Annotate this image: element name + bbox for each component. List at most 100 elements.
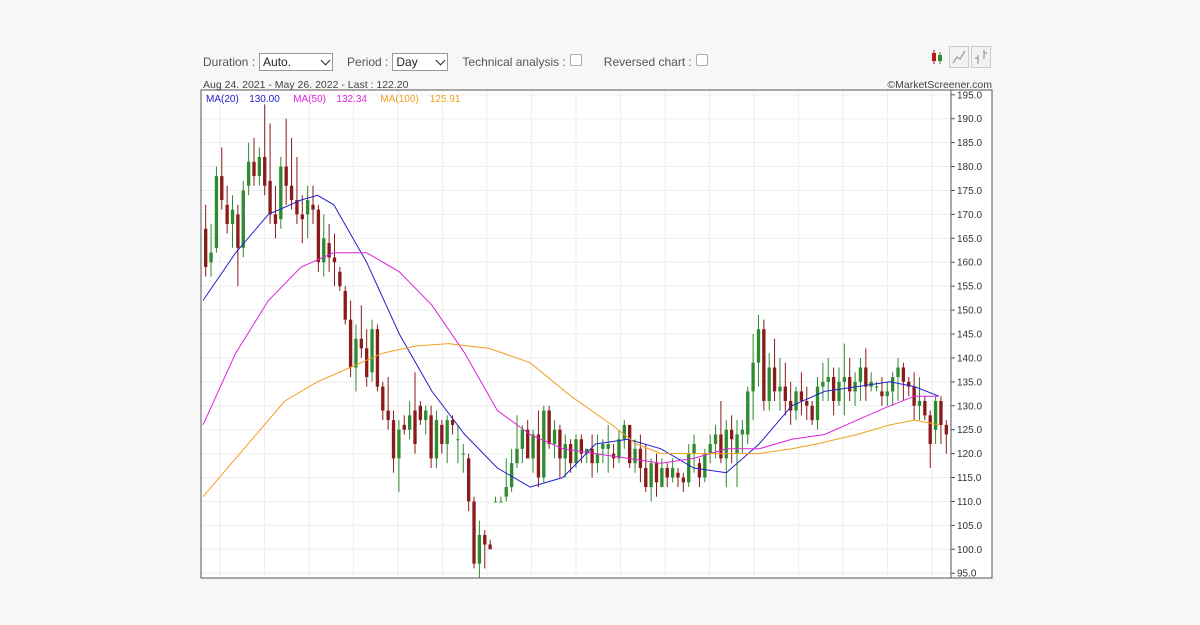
chart-subheader: Aug 24. 2021 - May 26. 2022 - Last : 122… — [203, 79, 992, 91]
candle-body — [579, 439, 584, 454]
candle-body — [681, 477, 686, 483]
candle-body — [316, 209, 321, 263]
candle-body — [477, 534, 482, 564]
candle-body — [279, 166, 283, 220]
candle-body — [488, 544, 492, 550]
candle-body — [590, 448, 594, 464]
candle-body — [794, 391, 798, 411]
candle-body — [676, 472, 680, 478]
candle-body — [450, 420, 455, 425]
candle-body — [660, 467, 664, 488]
line-mode-button[interactable] — [949, 46, 969, 68]
candle-body — [327, 243, 331, 258]
candle-body — [751, 362, 755, 392]
candle-body — [263, 156, 267, 186]
candle-body — [772, 367, 777, 392]
candle-body — [354, 338, 358, 368]
candle-body — [343, 290, 347, 320]
candlestick-mode-button[interactable] — [927, 46, 947, 68]
y-axis-tick-label: 175.0 — [957, 186, 982, 197]
candle-body — [864, 367, 868, 387]
y-axis-tick-label: 165.0 — [957, 234, 982, 245]
period-select[interactable]: Day — [392, 53, 449, 71]
y-axis-tick-label: 180.0 — [957, 162, 982, 173]
candle-body — [568, 444, 573, 464]
y-axis-tick-label: 190.0 — [957, 114, 982, 125]
legend-value: 125.91 — [430, 94, 461, 105]
candle-body — [246, 161, 251, 186]
candle-body — [778, 386, 782, 392]
candle-body — [799, 391, 804, 401]
candle-body — [413, 410, 417, 445]
candle-body — [703, 453, 707, 478]
moving-average-line — [202, 343, 940, 498]
candle-body — [670, 467, 675, 478]
y-axis-tick-label: 185.0 — [957, 138, 982, 149]
candle-body — [257, 156, 262, 177]
candle-body — [928, 415, 932, 445]
candle-body — [295, 200, 299, 215]
candle-body — [375, 329, 380, 387]
candle-body — [767, 367, 771, 401]
bar-ohlc-icon — [975, 50, 987, 64]
candle-body — [515, 448, 519, 464]
reversed-chart-label: Reversed chart : — [603, 55, 692, 69]
candle-body — [665, 467, 669, 478]
candle-body — [606, 444, 610, 449]
candle-body — [944, 424, 948, 435]
candle-body — [284, 166, 288, 186]
candle-body — [365, 348, 369, 378]
candle-body — [617, 439, 621, 459]
candle-body — [633, 448, 637, 464]
candle-body — [483, 534, 487, 545]
candle-body — [332, 257, 337, 263]
candle-body — [762, 329, 766, 401]
candle-body — [724, 429, 728, 459]
candle-body — [209, 252, 213, 263]
candle-body — [552, 429, 557, 445]
candle-body — [542, 410, 546, 478]
candle-body — [815, 386, 820, 421]
technical-analysis-label: Technical analysis : — [462, 55, 566, 69]
y-axis-tick-label: 110.0 — [957, 497, 982, 508]
duration-select[interactable]: Auto. — [259, 53, 334, 71]
reversed-chart-checkbox[interactable] — [695, 54, 708, 66]
candle-body — [848, 377, 852, 392]
duration-label: Duration : — [203, 55, 256, 69]
candle-body — [402, 424, 406, 430]
candle-body — [826, 377, 830, 382]
legend-label: MA(50) — [293, 94, 326, 105]
candle-body — [300, 214, 304, 220]
candle-body — [907, 381, 911, 387]
candle-body — [509, 463, 514, 488]
candle-body — [622, 424, 626, 440]
y-axis-tick-label: 120.0 — [957, 449, 982, 460]
candle-body — [236, 214, 240, 248]
candle-body — [563, 444, 567, 459]
candle-body — [638, 448, 643, 468]
candle-body — [735, 434, 739, 454]
candle-body — [858, 367, 863, 382]
candle-body — [499, 501, 503, 503]
ohlc-mode-button[interactable] — [971, 46, 991, 68]
candle-body — [901, 367, 906, 382]
candle-body — [225, 204, 229, 224]
y-axis-tick-label: 105.0 — [957, 521, 982, 532]
technical-analysis-checkbox[interactable] — [569, 54, 582, 66]
date-range-text: Aug 24. 2021 - May 26. 2022 - Last : 122… — [203, 79, 409, 91]
y-axis-tick-label: 195.0 — [957, 90, 982, 101]
candle-body — [923, 400, 927, 416]
candle-body — [397, 429, 401, 459]
candle-body — [628, 424, 632, 464]
candle-body — [729, 429, 734, 440]
line-icon — [952, 50, 966, 64]
candle-body — [531, 434, 535, 459]
candle-body — [520, 429, 524, 449]
candle-body — [917, 400, 922, 406]
candle-body — [348, 319, 353, 368]
y-axis-tick-label: 125.0 — [957, 425, 982, 436]
candle-body — [649, 463, 653, 488]
candle-body — [381, 386, 385, 411]
candle-body — [933, 400, 938, 430]
candle-body — [644, 467, 648, 488]
